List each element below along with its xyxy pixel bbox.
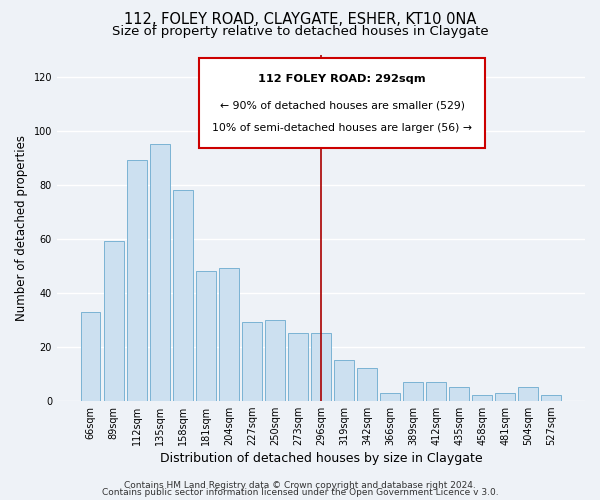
Text: Contains public sector information licensed under the Open Government Licence v : Contains public sector information licen…: [101, 488, 499, 497]
Bar: [449, 387, 469, 400]
Text: Contains HM Land Registry data © Crown copyright and database right 2024.: Contains HM Land Registry data © Crown c…: [124, 481, 476, 490]
Bar: [518, 387, 538, 400]
Bar: [541, 396, 561, 400]
Bar: [104, 242, 124, 400]
FancyBboxPatch shape: [199, 58, 485, 148]
Bar: [196, 271, 215, 400]
Bar: [334, 360, 354, 401]
Text: Size of property relative to detached houses in Claygate: Size of property relative to detached ho…: [112, 25, 488, 38]
Bar: [150, 144, 170, 401]
Bar: [311, 333, 331, 400]
Text: 112 FOLEY ROAD: 292sqm: 112 FOLEY ROAD: 292sqm: [258, 74, 426, 84]
Bar: [380, 392, 400, 400]
Bar: [81, 312, 100, 400]
Bar: [127, 160, 146, 400]
Bar: [288, 333, 308, 400]
Bar: [173, 190, 193, 400]
X-axis label: Distribution of detached houses by size in Claygate: Distribution of detached houses by size …: [160, 452, 482, 465]
Text: 10% of semi-detached houses are larger (56) →: 10% of semi-detached houses are larger (…: [212, 122, 472, 132]
Bar: [357, 368, 377, 400]
Text: ← 90% of detached houses are smaller (529): ← 90% of detached houses are smaller (52…: [220, 100, 464, 110]
Y-axis label: Number of detached properties: Number of detached properties: [15, 135, 28, 321]
Bar: [496, 392, 515, 400]
Text: 112, FOLEY ROAD, CLAYGATE, ESHER, KT10 0NA: 112, FOLEY ROAD, CLAYGATE, ESHER, KT10 0…: [124, 12, 476, 28]
Bar: [265, 320, 284, 400]
Bar: [472, 396, 492, 400]
Bar: [403, 382, 423, 400]
Bar: [219, 268, 239, 400]
Bar: [426, 382, 446, 400]
Bar: [242, 322, 262, 400]
